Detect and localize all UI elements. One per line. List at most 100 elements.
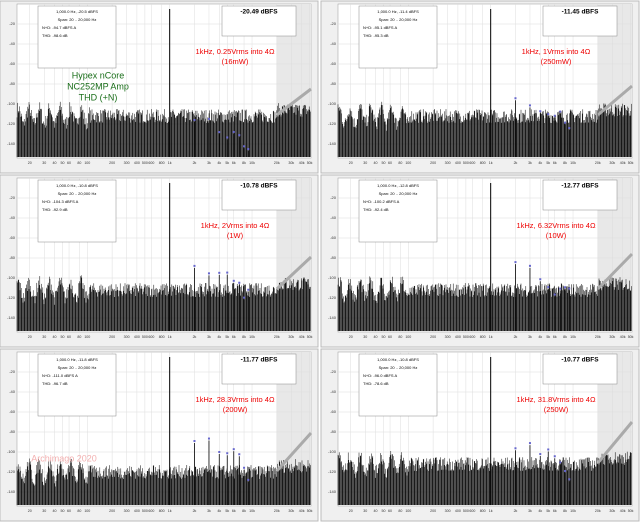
x-axis-label: 100: [84, 509, 90, 513]
noise-floor: [16, 458, 311, 505]
y-axis-label: -100: [7, 101, 16, 106]
level-box: [542, 353, 618, 385]
x-axis-label: 20k: [595, 161, 601, 165]
x-axis-label: 800: [480, 335, 486, 339]
x-axis-label: 50: [61, 161, 65, 165]
x-axis-label: 5k: [225, 335, 229, 339]
harmonic-marker: [238, 134, 241, 137]
x-axis-label: 40: [53, 161, 57, 165]
x-axis-label: 600: [148, 509, 154, 513]
x-axis-label: 300: [445, 335, 451, 339]
x-axis-label: 200: [109, 161, 115, 165]
y-axis-label: -140: [7, 141, 16, 146]
x-axis-label: 8k: [563, 509, 567, 513]
x-axis-label: 60: [67, 161, 71, 165]
x-axis-label: 600: [148, 335, 154, 339]
x-axis-label: 50: [382, 161, 386, 165]
x-axis-label: 4k: [217, 509, 221, 513]
x-axis-label: 8k: [242, 335, 246, 339]
harmonic-marker: [232, 130, 235, 133]
x-axis-label: 4k: [538, 509, 542, 513]
harmonic-marker: [238, 281, 241, 284]
x-axis-label: 60: [67, 509, 71, 513]
x-axis-label: 40k: [299, 161, 305, 165]
readout-line: N+D: -96.0 dBFS A: [363, 373, 397, 378]
x-axis-label: 100: [405, 161, 411, 165]
x-axis-label: 300: [445, 509, 451, 513]
harmonic-marker: [539, 110, 542, 113]
harmonic-marker: [553, 293, 556, 296]
harmonic-marker: [564, 286, 567, 289]
annotation: 1kHz, 28.3Vrms into 4Ω: [195, 395, 275, 404]
x-axis-label: 20: [349, 509, 353, 513]
x-axis-label: 100: [84, 161, 90, 165]
x-axis-label: 4k: [217, 161, 221, 165]
level-value: -12.77 dBFS: [561, 183, 599, 190]
x-axis-label: 800: [159, 509, 165, 513]
x-axis-label: 200: [430, 335, 436, 339]
x-axis-label: 80: [398, 335, 402, 339]
harmonic-marker: [207, 117, 210, 120]
annotation: (10W): [546, 231, 567, 240]
readout-box: [37, 179, 117, 243]
level-box: [221, 5, 297, 37]
y-axis-label: -80: [9, 255, 16, 260]
readout-line: THD: -92.4 dB: [363, 207, 389, 212]
y-axis-label: -60: [9, 235, 16, 240]
readout-box: [358, 179, 438, 243]
x-axis-label: 400: [134, 509, 140, 513]
y-axis-label: -120: [7, 469, 16, 474]
y-axis-label: -80: [330, 255, 337, 260]
harmonic-marker: [568, 478, 571, 481]
readout-line: THD: -95.3 dB: [363, 33, 389, 38]
x-axis-label: 50k: [628, 509, 634, 513]
harmonic-marker: [539, 453, 542, 456]
x-axis-label: 60: [388, 509, 392, 513]
x-axis-label: 300: [124, 509, 130, 513]
readout-line: THD: -78.6 dB: [363, 381, 389, 386]
x-axis-label: 8k: [242, 161, 246, 165]
x-axis-label: 30: [363, 335, 367, 339]
y-axis-label: -100: [7, 275, 16, 280]
x-axis-label: 50k: [307, 161, 313, 165]
x-axis-label: 80: [398, 509, 402, 513]
x-axis-label: 20: [349, 161, 353, 165]
x-axis-label: 10k: [570, 161, 576, 165]
x-axis-label: 800: [159, 161, 165, 165]
harmonic-marker: [226, 452, 229, 455]
x-axis-label: 10k: [570, 335, 576, 339]
x-axis-label: 2k: [514, 161, 518, 165]
x-axis-label: 60: [388, 161, 392, 165]
readout-line: Span: 20 .. 20,000 Hz: [379, 365, 418, 370]
x-axis-label: 400: [455, 161, 461, 165]
x-axis-label: 30: [42, 161, 46, 165]
x-axis-label: 2k: [514, 335, 518, 339]
x-axis-label: 400: [455, 509, 461, 513]
x-axis-label: 80: [398, 161, 402, 165]
y-axis-label: -80: [9, 429, 16, 434]
x-axis-label: 1k: [168, 335, 172, 339]
x-axis-label: 60: [388, 335, 392, 339]
level-box: [542, 179, 618, 211]
harmonic-marker: [193, 440, 196, 443]
x-axis-label: 40k: [620, 335, 626, 339]
x-axis-label: 50: [382, 335, 386, 339]
amp-label: NC252MP Amp: [67, 81, 129, 91]
y-axis-label: -100: [328, 275, 337, 280]
x-axis-label: 3k: [207, 161, 211, 165]
readout-box: [37, 353, 117, 417]
x-axis-label: 20k: [274, 335, 280, 339]
readout-line: N+D: -100.2 dBFS A: [363, 199, 400, 204]
harmonic-marker: [193, 118, 196, 121]
harmonic-marker: [226, 271, 229, 274]
x-axis-label: 6k: [553, 335, 557, 339]
x-axis-label: 500: [142, 335, 148, 339]
readout-box: [358, 5, 438, 69]
x-axis-label: 600: [148, 161, 154, 165]
readout-line: Span: 20 .. 20,000 Hz: [379, 17, 418, 22]
readout-line: THD: -92.9 dB: [42, 207, 68, 212]
x-axis-label: 3k: [207, 335, 211, 339]
harmonic-marker: [243, 466, 246, 469]
harmonic-marker: [568, 287, 571, 290]
